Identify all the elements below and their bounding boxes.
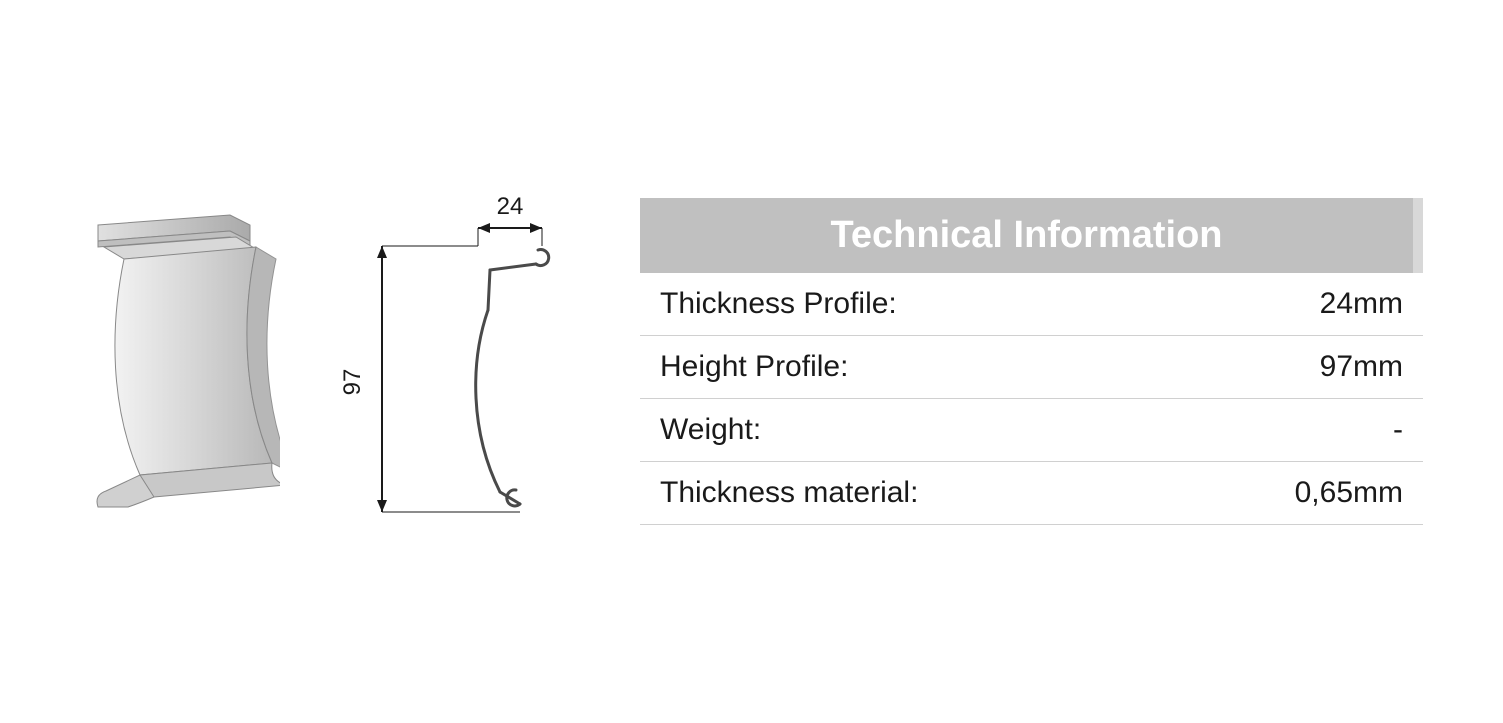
dimension-height-label: 97 <box>339 368 366 395</box>
dimension-width-label: 24 <box>497 193 524 220</box>
diagram-area: 24 97 <box>80 192 580 532</box>
table-row-label: Height Profile: <box>660 350 848 384</box>
table-row-value: - <box>1393 413 1403 447</box>
table-header: Technical Information <box>640 198 1423 273</box>
table-row-value: 0,65mm <box>1295 476 1403 510</box>
table-row: Weight: - <box>640 399 1423 462</box>
table-row: Thickness material: 0,65mm <box>640 462 1423 525</box>
table-row: Height Profile: 97mm <box>640 336 1423 399</box>
table-row-value: 24mm <box>1320 287 1403 321</box>
profile-section-outline <box>476 249 549 505</box>
profile-3d-render <box>80 207 280 517</box>
table-row: Thickness Profile: 24mm <box>640 273 1423 336</box>
table-row-label: Thickness material: <box>660 476 918 510</box>
table-row-label: Thickness Profile: <box>660 287 897 321</box>
profile-2d-dimensioned: 24 97 <box>320 192 580 532</box>
table-row-label: Weight: <box>660 413 761 447</box>
table-row-value: 97mm <box>1320 350 1403 384</box>
technical-info-table: Technical Information Thickness Profile:… <box>640 198 1423 525</box>
